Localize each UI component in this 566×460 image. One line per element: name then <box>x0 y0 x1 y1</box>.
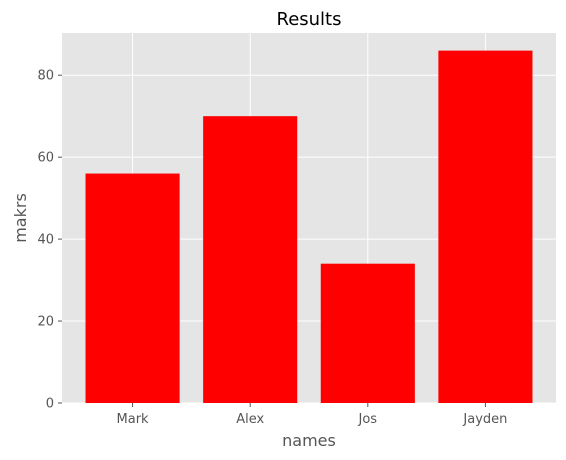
x-tick-label: Mark <box>117 412 150 427</box>
chart-title: Results <box>277 9 342 30</box>
x-tick-label: Jos <box>358 412 378 427</box>
bars <box>85 50 533 404</box>
y-tick-label: 60 <box>37 151 54 166</box>
bar-alex <box>203 116 298 404</box>
y-axis-label: makrs <box>11 193 30 243</box>
y-tick-label: 80 <box>37 69 54 84</box>
x-axis-label: names <box>282 431 336 450</box>
bar-jos <box>320 263 415 403</box>
y-tick-label: 20 <box>37 315 54 330</box>
x-tick-label: Alex <box>236 412 264 427</box>
x-axis-ticks: Mark Alex Jos Jayden <box>117 403 507 427</box>
bar-mark <box>85 173 180 403</box>
y-tick-label: 40 <box>37 233 54 248</box>
y-tick-label: 0 <box>46 397 54 412</box>
y-axis-ticks: 0 20 40 60 80 <box>37 69 62 412</box>
bar-jayden <box>438 50 533 403</box>
x-tick-label: Jayden <box>462 412 507 427</box>
